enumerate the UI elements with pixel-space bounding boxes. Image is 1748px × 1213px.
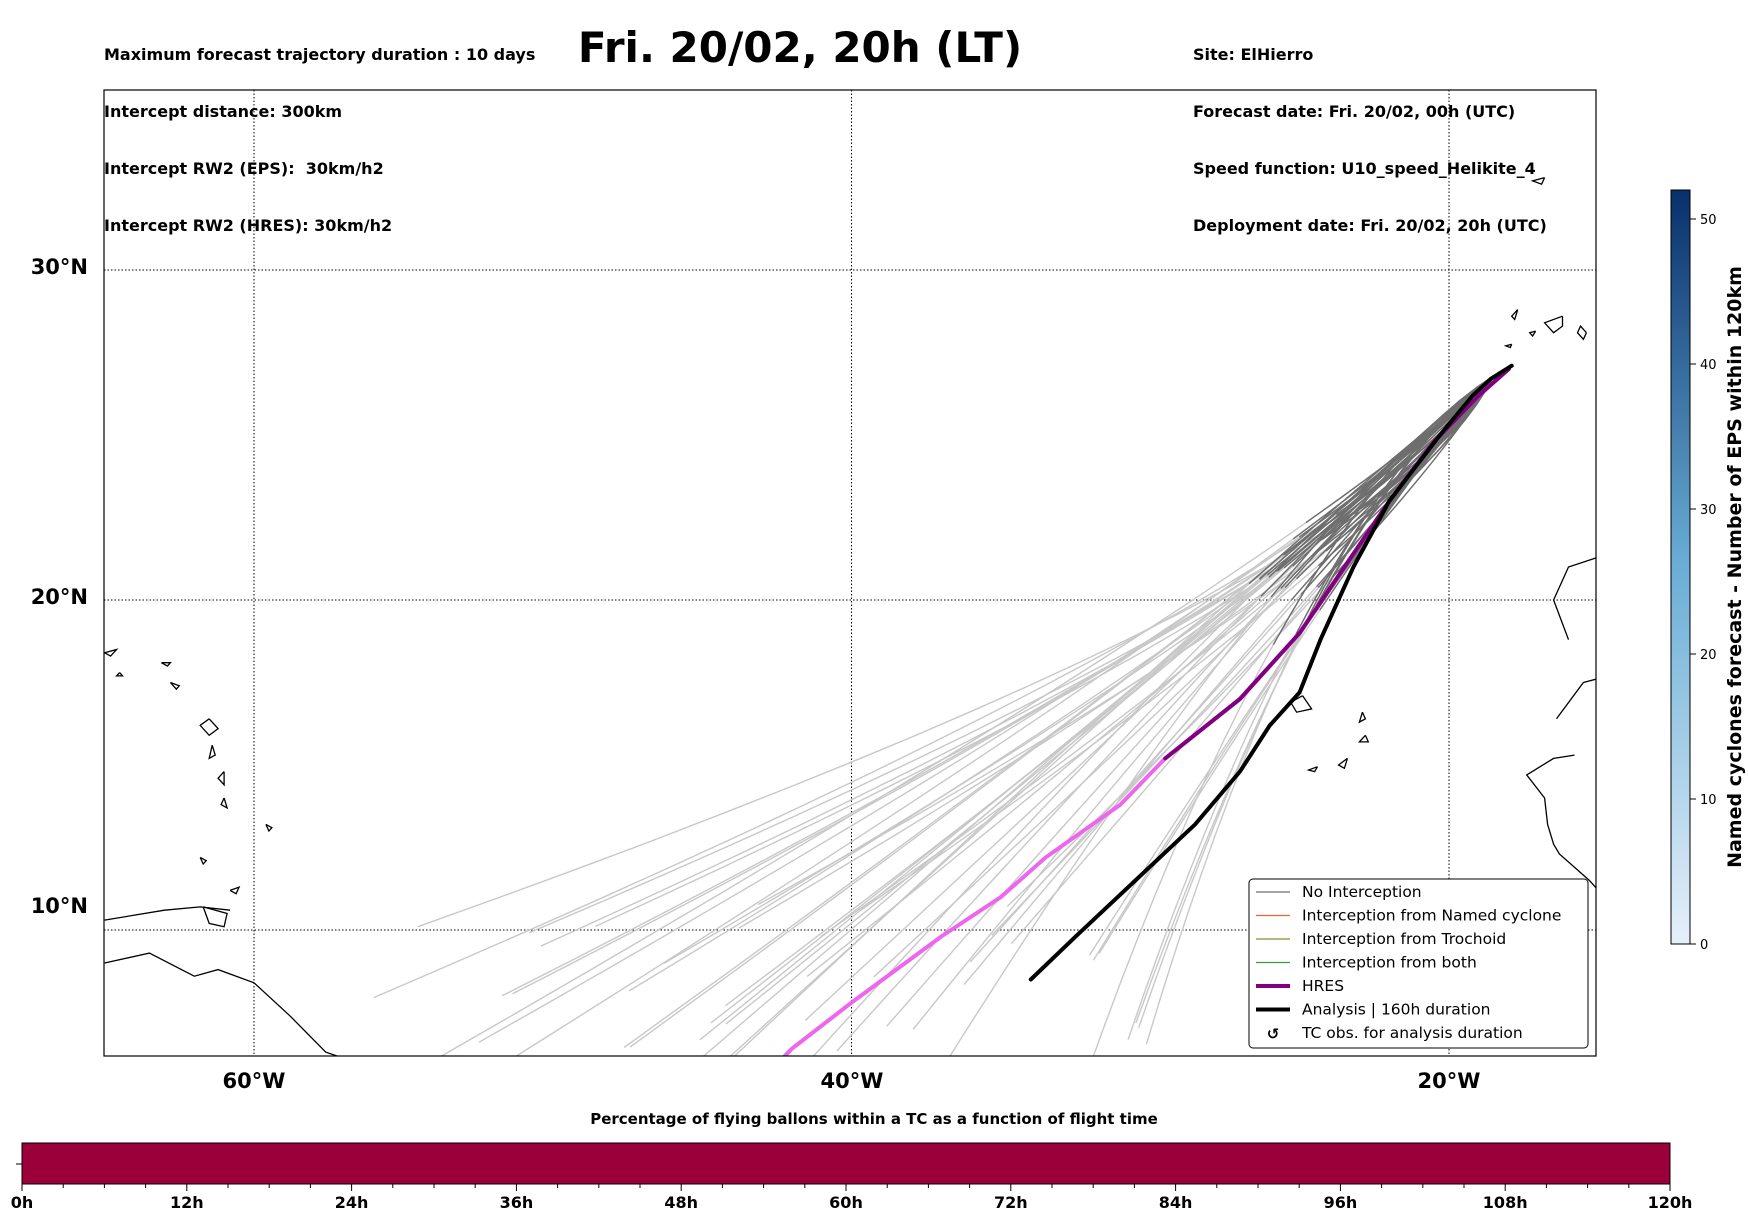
island-coastline (161, 662, 172, 667)
flight-time-bar: 0h 12h 24h 36h 48h 60h 72h 84h 96h 108h 120h (11, 1142, 1693, 1212)
colorbar-tick-label: 50 (1700, 213, 1717, 228)
island-coastline (265, 823, 273, 833)
eps-track (595, 375, 1495, 928)
map-frame (103, 89, 1597, 1057)
island-coastline (1357, 734, 1370, 743)
coastlines (104, 176, 1652, 1056)
lat-label-30n: 30°N (31, 255, 88, 279)
timeline-label: 72h (994, 1193, 1028, 1212)
island-coastline (208, 745, 216, 760)
island-coastline (104, 648, 119, 657)
lon-label-60w: 60°W (223, 1069, 286, 1093)
eps-track-dark (1284, 375, 1495, 589)
legend-label: TC obs. for analysis duration (1301, 1024, 1523, 1042)
coastline (104, 906, 231, 921)
island-coastline (169, 681, 181, 691)
timeline-label: 108h (1483, 1193, 1528, 1212)
timeline-label: 84h (1159, 1193, 1193, 1212)
colorbar-tick-label: 0 (1700, 938, 1708, 953)
timeline-label: 96h (1324, 1193, 1358, 1212)
lat-label-10n: 10°N (31, 894, 88, 918)
legend-label: HRES (1302, 977, 1344, 995)
legend-label: No Interception (1302, 883, 1422, 901)
island-coastline (115, 672, 124, 677)
coastline (1552, 557, 1596, 640)
island-coastline (1576, 324, 1587, 341)
colorbar: 0 10 20 30 40 50 Named cyclones forecast - Nu… (1670, 189, 1746, 953)
colorbar-tick-label: 10 (1700, 793, 1717, 808)
timeline-label: 0h (11, 1193, 34, 1212)
lon-label-20w: 20°W (1418, 1069, 1481, 1093)
eps-track-dark (1326, 375, 1495, 550)
header-left: Maximum forecast trajectory duration : 1… (104, 7, 535, 254)
legend-label: Analysis | 160h duration (1302, 1001, 1491, 1019)
island-coastline (1510, 309, 1519, 321)
island-coastline (1530, 176, 1546, 186)
tc-percentage-fill (21, 1142, 1671, 1185)
island-coastline (1358, 711, 1367, 724)
hres-track (1163, 367, 1511, 761)
timeline-label: 36h (500, 1193, 534, 1212)
coastline (1555, 678, 1596, 720)
island-coastline (1528, 330, 1537, 338)
eps-track-dark (1272, 375, 1495, 646)
header-line: Intercept distance: 300km (104, 102, 343, 121)
colorbar-gradient (1670, 189, 1691, 945)
lon-label-40w: 40°W (821, 1069, 884, 1093)
header-right: Site: ElHierro Forecast date: Fri. 20/02… (1193, 7, 1547, 254)
header-line: Deployment date: Fri. 20/02, 20h (UTC) (1193, 216, 1547, 235)
island-coastline (1337, 757, 1349, 770)
eps-track (663, 375, 1495, 965)
island-coastline (202, 906, 228, 928)
tc-obs-symbol-icon: ↺ (1267, 1025, 1280, 1043)
legend-label: Interception from Named cyclone (1302, 907, 1561, 925)
island-coastline (1637, 296, 1652, 306)
island-coastline (217, 771, 225, 787)
map-legend: No Interception Interception from Named c… (1248, 878, 1589, 1049)
coastline (1525, 754, 1596, 889)
eps-track-dark (1260, 375, 1495, 597)
island-coastline (229, 885, 241, 895)
analysis-track (1028, 363, 1514, 982)
timeline-label: 24h (335, 1193, 369, 1212)
timeline-label: 120h (1648, 1193, 1693, 1212)
header-line: Speed function: U10_speed_Helikite_4 (1193, 159, 1536, 178)
timeline-caption: Percentage of flying ballons within a TC… (590, 1110, 1158, 1128)
header-line: Intercept RW2 (HRES): 30km/h2 (104, 216, 393, 235)
island-coastline (199, 856, 208, 866)
eps-track (738, 375, 1495, 929)
timeline-label: 48h (664, 1193, 698, 1212)
colorbar-label: Named cyclones forecast - Number of EPS … (1724, 266, 1746, 868)
island-coastline (1306, 766, 1319, 773)
header-line: Site: ElHierro (1193, 45, 1314, 64)
timeline-label: 12h (170, 1193, 204, 1212)
timeline-label: 60h (829, 1193, 863, 1212)
coastline (104, 952, 339, 1056)
island-coastline (1503, 343, 1513, 349)
eps-track (1092, 375, 1495, 961)
legend-label: Interception from both (1302, 954, 1477, 972)
header-line: Intercept RW2 (EPS): 30km/h2 (104, 159, 384, 178)
page-title: Fri. 20/02, 20h (LT) (577, 23, 1023, 72)
header-line: Maximum forecast trajectory duration : 1… (104, 45, 536, 64)
eps-track-dark (1248, 375, 1495, 585)
island-coastline (1619, 306, 1640, 332)
colorbar-tick-label: 20 (1700, 648, 1717, 663)
island-coastline (199, 718, 220, 737)
island-coastline (1543, 315, 1564, 334)
header-line: Forecast date: Fri. 20/02, 00h (UTC) (1193, 102, 1516, 121)
colorbar-tick-label: 40 (1700, 358, 1717, 373)
island-coastline (220, 797, 229, 810)
lat-label-20n: 20°N (31, 585, 88, 609)
colorbar-tick-label: 30 (1700, 503, 1717, 518)
legend-label: Interception from Trochoid (1302, 930, 1506, 948)
